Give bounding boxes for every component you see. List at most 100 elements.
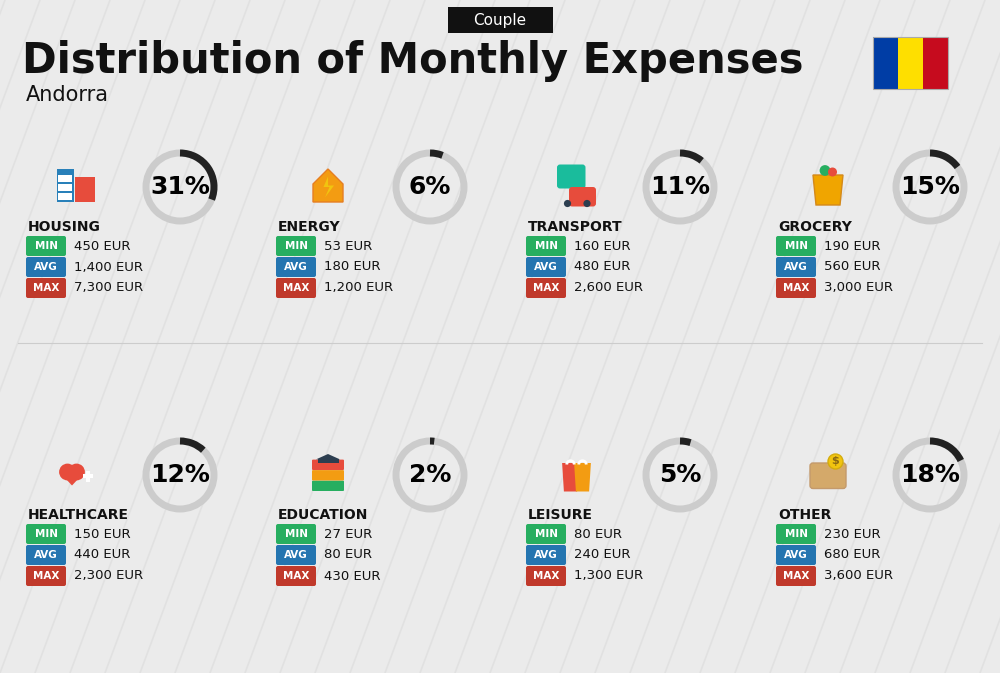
Text: AVG: AVG: [34, 550, 58, 560]
FancyBboxPatch shape: [776, 236, 816, 256]
Text: MAX: MAX: [33, 571, 59, 581]
Text: EDUCATION: EDUCATION: [278, 508, 368, 522]
Polygon shape: [562, 463, 579, 491]
FancyBboxPatch shape: [276, 257, 316, 277]
FancyBboxPatch shape: [776, 545, 816, 565]
FancyBboxPatch shape: [276, 278, 316, 298]
FancyBboxPatch shape: [526, 566, 566, 586]
Polygon shape: [813, 175, 843, 205]
Text: OTHER: OTHER: [778, 508, 831, 522]
Text: HEALTHCARE: HEALTHCARE: [28, 508, 129, 522]
Text: 5%: 5%: [659, 463, 701, 487]
FancyBboxPatch shape: [312, 481, 344, 491]
Text: 160 EUR: 160 EUR: [574, 240, 631, 252]
Polygon shape: [59, 472, 85, 485]
Circle shape: [828, 454, 843, 469]
Text: AVG: AVG: [34, 262, 58, 272]
Text: 430 EUR: 430 EUR: [324, 569, 380, 583]
Text: 1,300 EUR: 1,300 EUR: [574, 569, 643, 583]
Circle shape: [820, 165, 830, 176]
Text: 450 EUR: 450 EUR: [74, 240, 130, 252]
FancyBboxPatch shape: [526, 524, 566, 544]
Polygon shape: [574, 463, 591, 491]
Bar: [922, 37, 948, 89]
Text: 680 EUR: 680 EUR: [824, 548, 880, 561]
Text: 3,600 EUR: 3,600 EUR: [824, 569, 893, 583]
Bar: [872, 37, 898, 89]
Text: MIN: MIN: [534, 241, 558, 251]
FancyBboxPatch shape: [526, 545, 566, 565]
Text: AVG: AVG: [534, 550, 558, 560]
FancyBboxPatch shape: [26, 257, 66, 277]
Text: GROCERY: GROCERY: [778, 220, 852, 234]
Text: $: $: [832, 456, 839, 466]
Bar: [65, 184, 72, 191]
FancyBboxPatch shape: [776, 566, 816, 586]
FancyBboxPatch shape: [448, 7, 552, 33]
Text: 440 EUR: 440 EUR: [74, 548, 130, 561]
Bar: [86, 471, 90, 482]
FancyBboxPatch shape: [276, 236, 316, 256]
Bar: [75, 176, 94, 202]
FancyBboxPatch shape: [276, 545, 316, 565]
Text: 27 EUR: 27 EUR: [324, 528, 372, 540]
Text: MIN: MIN: [534, 529, 558, 539]
Circle shape: [68, 464, 85, 481]
Text: AVG: AVG: [784, 550, 808, 560]
Text: MIN: MIN: [285, 529, 308, 539]
FancyBboxPatch shape: [810, 463, 846, 489]
Text: MAX: MAX: [283, 283, 309, 293]
FancyBboxPatch shape: [26, 566, 66, 586]
Text: 230 EUR: 230 EUR: [824, 528, 881, 540]
Text: AVG: AVG: [534, 262, 558, 272]
Text: 180 EUR: 180 EUR: [324, 260, 380, 273]
Text: HOUSING: HOUSING: [28, 220, 101, 234]
FancyBboxPatch shape: [557, 164, 586, 188]
Text: MIN: MIN: [34, 529, 58, 539]
Text: TRANSPORT: TRANSPORT: [528, 220, 623, 234]
Text: 12%: 12%: [150, 463, 210, 487]
FancyBboxPatch shape: [276, 524, 316, 544]
Bar: [898, 37, 922, 89]
Circle shape: [564, 200, 571, 207]
Polygon shape: [316, 454, 340, 460]
Text: 80 EUR: 80 EUR: [574, 528, 622, 540]
Text: MAX: MAX: [33, 283, 59, 293]
Bar: [65, 193, 72, 200]
Text: MIN: MIN: [784, 241, 808, 251]
Text: LEISURE: LEISURE: [528, 508, 593, 522]
Text: 2,300 EUR: 2,300 EUR: [74, 569, 143, 583]
Polygon shape: [324, 176, 334, 197]
Polygon shape: [313, 169, 343, 202]
Text: 2,600 EUR: 2,600 EUR: [574, 281, 643, 295]
FancyBboxPatch shape: [526, 278, 566, 298]
FancyBboxPatch shape: [776, 257, 816, 277]
Text: 80 EUR: 80 EUR: [324, 548, 372, 561]
Text: 3,000 EUR: 3,000 EUR: [824, 281, 893, 295]
Text: MAX: MAX: [783, 283, 809, 293]
Text: MAX: MAX: [283, 571, 309, 581]
FancyBboxPatch shape: [26, 524, 66, 544]
Bar: [58, 193, 64, 200]
FancyBboxPatch shape: [776, 278, 816, 298]
Text: 480 EUR: 480 EUR: [574, 260, 630, 273]
Bar: [58, 175, 64, 182]
FancyBboxPatch shape: [569, 187, 596, 207]
Circle shape: [583, 200, 591, 207]
Text: MIN: MIN: [784, 529, 808, 539]
FancyBboxPatch shape: [526, 257, 566, 277]
Text: MIN: MIN: [285, 241, 308, 251]
Text: 190 EUR: 190 EUR: [824, 240, 881, 252]
Text: 15%: 15%: [900, 175, 960, 199]
Bar: [65, 175, 72, 182]
Text: 2%: 2%: [409, 463, 451, 487]
Text: AVG: AVG: [284, 262, 308, 272]
Text: 240 EUR: 240 EUR: [574, 548, 631, 561]
Text: Distribution of Monthly Expenses: Distribution of Monthly Expenses: [22, 40, 804, 82]
Text: AVG: AVG: [284, 550, 308, 560]
Text: 1,400 EUR: 1,400 EUR: [74, 260, 143, 273]
Text: MAX: MAX: [533, 571, 559, 581]
Text: ENERGY: ENERGY: [278, 220, 341, 234]
Bar: [318, 460, 338, 463]
Text: MIN: MIN: [34, 241, 58, 251]
